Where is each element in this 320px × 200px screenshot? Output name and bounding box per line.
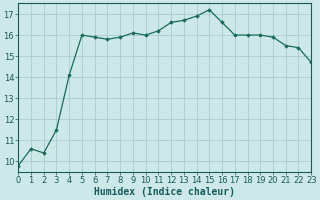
X-axis label: Humidex (Indice chaleur): Humidex (Indice chaleur) xyxy=(94,186,235,197)
